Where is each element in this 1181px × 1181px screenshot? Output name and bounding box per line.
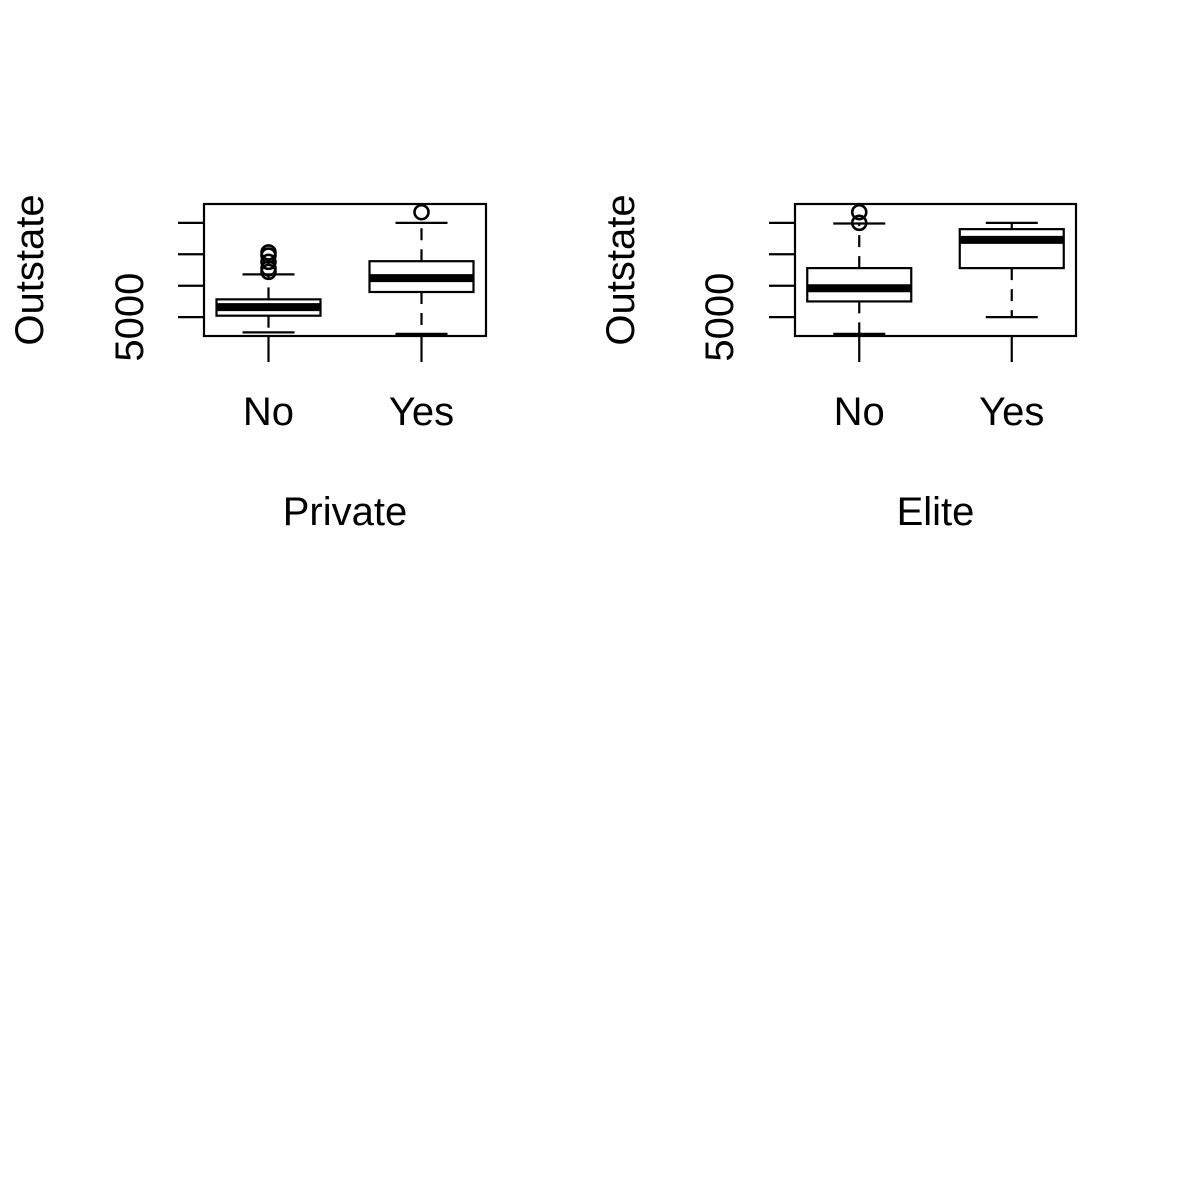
x-axis-label: Elite — [897, 490, 975, 534]
y-axis-label: Outstate — [8, 194, 52, 345]
elite-boxplot-panel: 5000 Outstate Elite No Yes — [599, 194, 1078, 534]
y-axis-label: Outstate — [599, 194, 643, 345]
iqr-box — [958, 228, 1065, 270]
x-axis-label: Private — [283, 490, 408, 534]
outlier-point — [260, 244, 277, 261]
y-tick-label: 5000 — [698, 273, 742, 362]
box-yes: Yes — [368, 203, 475, 434]
outlier-point — [260, 253, 277, 271]
x-tick-label: Yes — [979, 390, 1044, 434]
outlier-point — [850, 203, 868, 221]
outlier-point — [413, 203, 430, 221]
plot-frame — [202, 202, 488, 338]
x-tick-label: No — [834, 390, 885, 434]
x-tick-label: No — [243, 390, 294, 434]
outlier-point — [850, 214, 868, 232]
box-yes: Yes — [958, 221, 1065, 434]
x-tick-label: Yes — [389, 390, 454, 434]
y-tick-label: 5000 — [108, 273, 152, 362]
box-no: No — [215, 244, 322, 434]
plot-frame — [793, 202, 1078, 338]
private-boxplot-panel: 5000 Outstate Private No Yes — [8, 194, 488, 534]
box-no: No — [806, 203, 913, 434]
